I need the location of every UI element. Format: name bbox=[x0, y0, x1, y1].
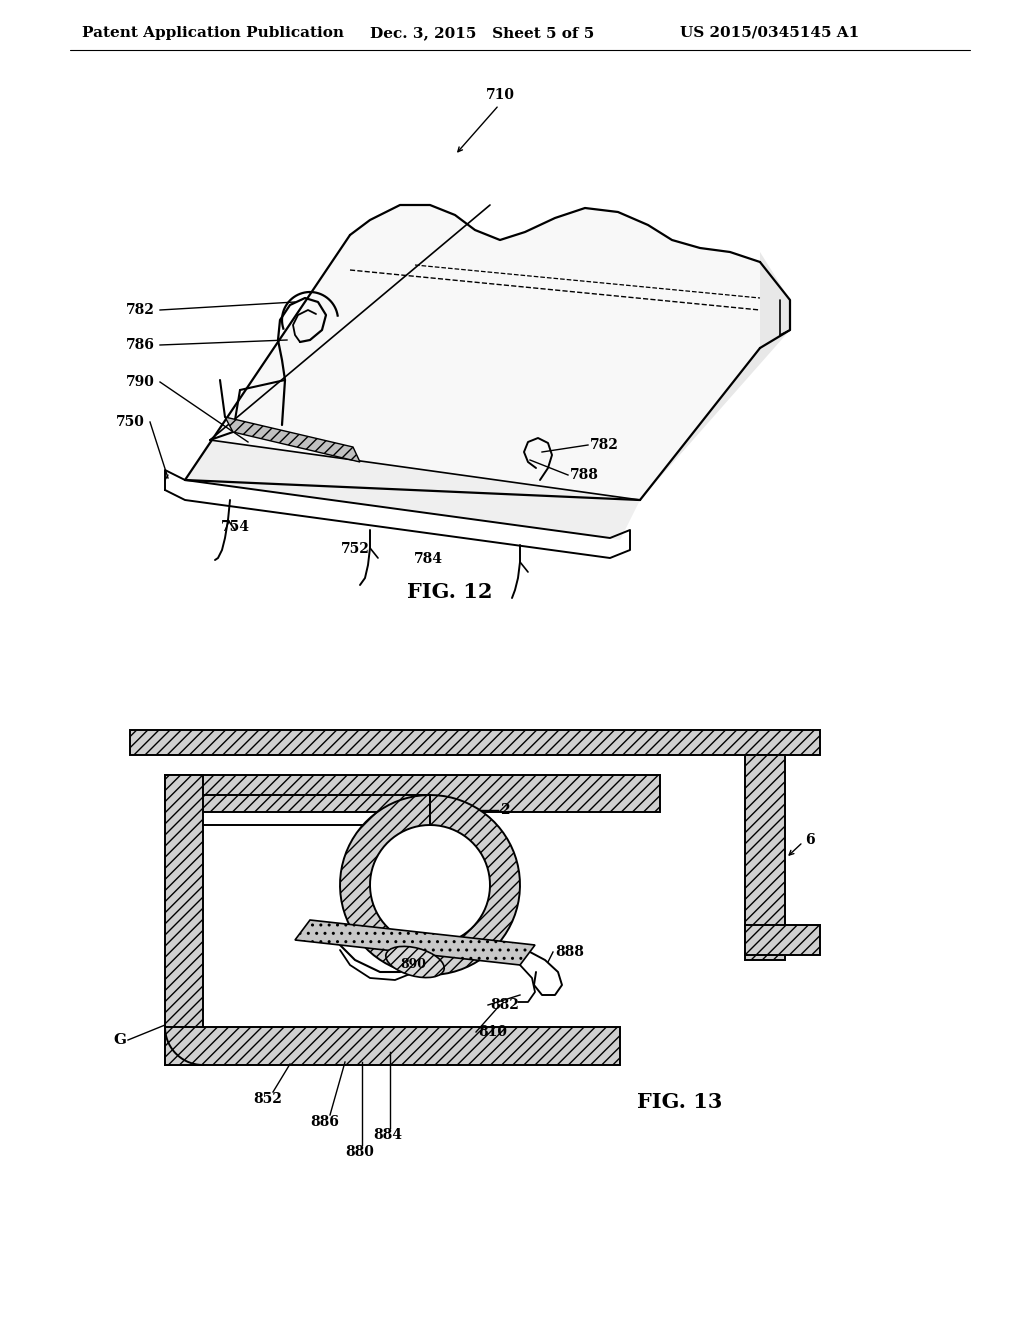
Text: Dec. 3, 2015   Sheet 5 of 5: Dec. 3, 2015 Sheet 5 of 5 bbox=[370, 26, 594, 40]
Text: 754: 754 bbox=[220, 520, 250, 535]
Polygon shape bbox=[185, 440, 640, 540]
Text: 786: 786 bbox=[126, 338, 155, 352]
Polygon shape bbox=[295, 920, 535, 965]
Text: 884: 884 bbox=[374, 1129, 402, 1142]
Text: 852: 852 bbox=[254, 1092, 283, 1106]
Text: 750: 750 bbox=[116, 414, 145, 429]
Polygon shape bbox=[745, 755, 785, 960]
Polygon shape bbox=[165, 775, 203, 1065]
Text: 810: 810 bbox=[478, 1026, 507, 1039]
Polygon shape bbox=[340, 795, 520, 975]
Text: FIG. 12: FIG. 12 bbox=[408, 582, 493, 602]
Text: 2: 2 bbox=[500, 803, 510, 817]
Text: FIG. 13: FIG. 13 bbox=[637, 1092, 723, 1111]
Text: 890: 890 bbox=[400, 957, 426, 970]
Polygon shape bbox=[185, 205, 790, 500]
Text: 886: 886 bbox=[310, 1115, 339, 1129]
Text: G: G bbox=[114, 1034, 127, 1047]
Text: Patent Application Publication: Patent Application Publication bbox=[82, 26, 344, 40]
Polygon shape bbox=[130, 730, 820, 755]
Polygon shape bbox=[165, 775, 660, 812]
Polygon shape bbox=[640, 252, 790, 500]
Text: 882: 882 bbox=[490, 998, 519, 1012]
Text: 752: 752 bbox=[341, 543, 370, 556]
Text: 788: 788 bbox=[570, 469, 599, 482]
Polygon shape bbox=[225, 417, 360, 462]
Ellipse shape bbox=[386, 946, 444, 978]
Text: 888: 888 bbox=[555, 945, 584, 960]
Text: 782: 782 bbox=[590, 438, 618, 451]
Text: 6: 6 bbox=[805, 833, 815, 847]
Text: 782: 782 bbox=[126, 304, 155, 317]
Text: US 2015/0345145 A1: US 2015/0345145 A1 bbox=[680, 26, 859, 40]
Polygon shape bbox=[745, 925, 820, 954]
Text: 784: 784 bbox=[414, 552, 442, 566]
Polygon shape bbox=[165, 1027, 620, 1065]
Text: 880: 880 bbox=[345, 1144, 375, 1159]
Text: 790: 790 bbox=[126, 375, 155, 389]
Text: 710: 710 bbox=[485, 88, 514, 102]
